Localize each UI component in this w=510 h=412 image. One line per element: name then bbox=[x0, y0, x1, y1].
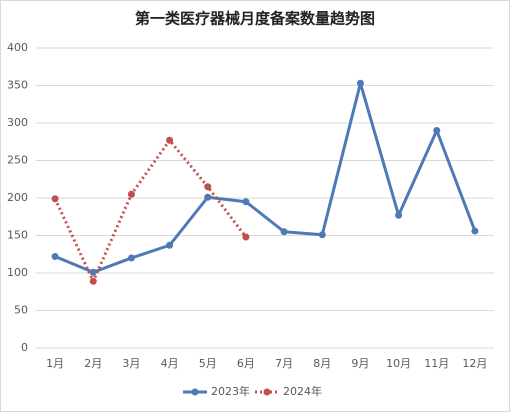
y-tick-label: 150 bbox=[7, 229, 28, 242]
y-tick-label: 300 bbox=[7, 116, 28, 129]
data-point bbox=[242, 233, 250, 241]
data-point bbox=[356, 79, 364, 87]
x-tick-label: 8月 bbox=[313, 357, 331, 370]
x-tick-label: 12月 bbox=[462, 357, 487, 370]
y-tick-label: 200 bbox=[7, 191, 28, 204]
data-point bbox=[242, 198, 250, 206]
data-point bbox=[89, 268, 97, 276]
x-tick-label: 10月 bbox=[386, 357, 411, 370]
chart-title: 第一类医疗器械月度备案数量趋势图 bbox=[135, 10, 375, 28]
data-point bbox=[51, 253, 59, 260]
data-point bbox=[280, 228, 288, 236]
x-tick-label: 9月 bbox=[351, 357, 369, 370]
x-tick-label: 1月 bbox=[46, 357, 64, 370]
data-point bbox=[318, 231, 326, 239]
series-line bbox=[53, 138, 248, 283]
legend-marker bbox=[191, 388, 199, 396]
legend-label: 2024年 bbox=[283, 384, 322, 398]
legend-marker bbox=[263, 388, 271, 396]
x-tick-label: 4月 bbox=[161, 357, 179, 370]
y-tick-label: 350 bbox=[7, 79, 28, 92]
legend-label: 2023年 bbox=[211, 384, 250, 398]
x-tick-label: 6月 bbox=[237, 357, 255, 370]
y-tick-label: 250 bbox=[7, 154, 28, 167]
x-tick-label: 5月 bbox=[199, 357, 217, 370]
data-point bbox=[51, 195, 59, 203]
data-point bbox=[127, 190, 135, 198]
data-point bbox=[127, 254, 135, 262]
data-point bbox=[166, 241, 174, 249]
x-tick-label: 7月 bbox=[275, 357, 293, 370]
data-point bbox=[204, 183, 212, 191]
series-line bbox=[54, 81, 477, 274]
data-point bbox=[433, 127, 441, 134]
x-tick-label: 3月 bbox=[122, 357, 140, 370]
data-point bbox=[204, 193, 212, 201]
data-point bbox=[471, 227, 479, 235]
y-tick-label: 0 bbox=[21, 341, 28, 354]
data-point bbox=[395, 211, 403, 219]
y-tick-label: 50 bbox=[14, 304, 28, 317]
data-point bbox=[166, 136, 174, 144]
data-point bbox=[89, 277, 97, 285]
y-tick-label: 100 bbox=[7, 266, 28, 279]
x-tick-label: 2月 bbox=[84, 357, 102, 370]
x-tick-label: 11月 bbox=[424, 357, 449, 370]
y-tick-label: 400 bbox=[7, 41, 28, 54]
